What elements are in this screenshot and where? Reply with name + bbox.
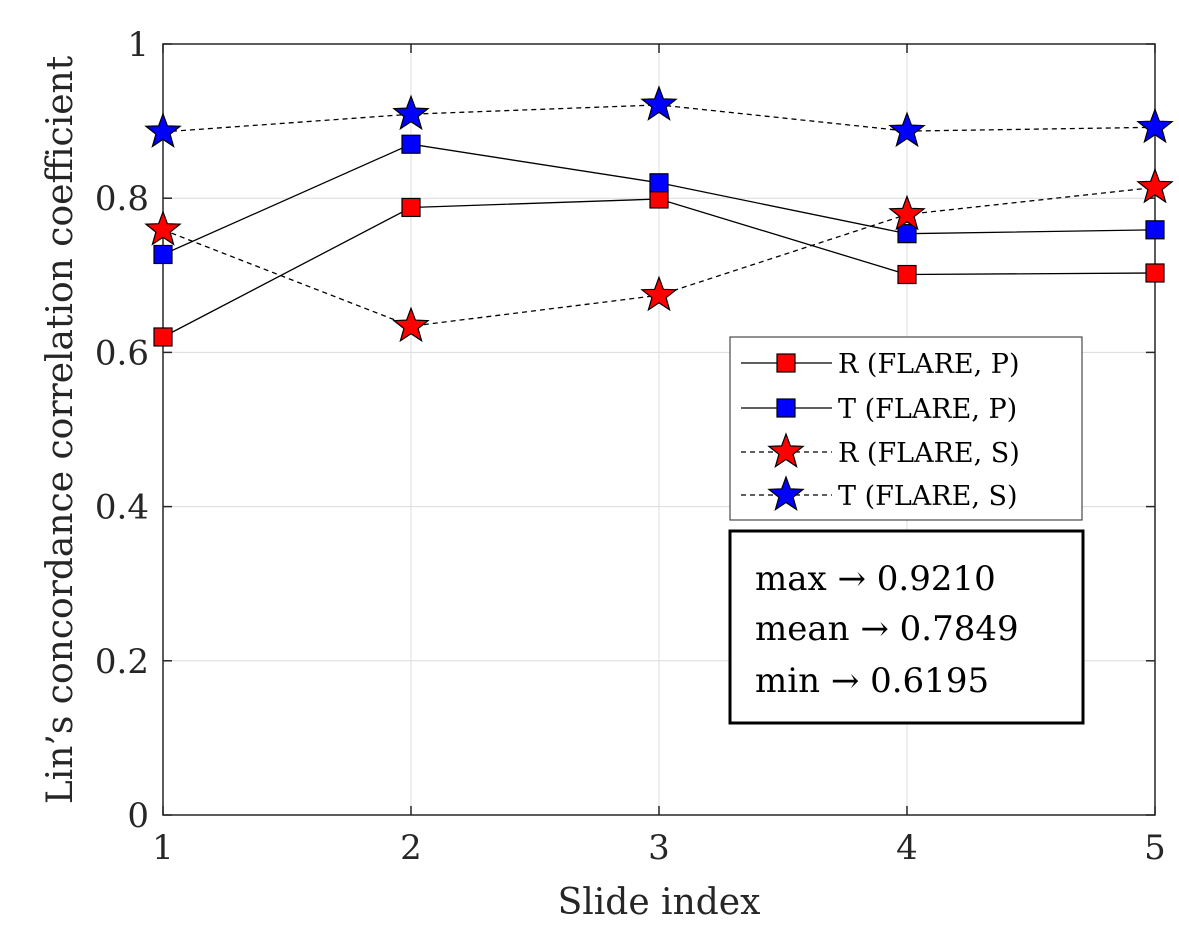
y-axis-label: Lin’s concordance correlation coefficien…	[40, 55, 81, 804]
legend-label: T (FLARE, S)	[838, 481, 1018, 512]
legend-label: R (FLARE, P)	[838, 349, 1020, 380]
data-point	[649, 189, 669, 209]
y-tick-label: 0.2	[95, 642, 149, 682]
stats-box	[728, 529, 1085, 725]
axis-ticks: 1 2 3 4 5 0 0.2 0.4 0.6 0.8 1	[95, 25, 1166, 868]
legend-item: T (FLARE, S)	[741, 475, 1018, 512]
data-point	[144, 112, 182, 148]
series	[144, 85, 1174, 347]
data-point	[897, 264, 917, 285]
data-point	[1136, 167, 1174, 204]
series-markers-3	[144, 85, 1174, 148]
legend-marker	[776, 353, 796, 373]
legend-label: T (FLARE, P)	[838, 394, 1017, 425]
data-point	[153, 244, 173, 265]
data-point	[401, 197, 421, 218]
y-tick-label: 0.8	[95, 179, 149, 219]
legend-item: R (FLARE, P)	[741, 349, 1020, 380]
data-point	[392, 94, 430, 131]
series-markers-2	[144, 167, 1174, 343]
data-point	[897, 224, 917, 244]
data-point	[640, 275, 678, 312]
x-tick-label: 2	[400, 828, 422, 868]
data-point	[649, 173, 669, 193]
x-tick-label: 1	[152, 828, 174, 868]
y-tick-label: 1	[127, 25, 149, 65]
series-markers-1	[153, 134, 1165, 265]
data-point	[153, 327, 173, 347]
stats-min: min → 0.6195	[755, 661, 989, 701]
data-point	[1145, 220, 1165, 240]
stats-annotation: max → 0.9210 mean → 0.7849 min → 0.6195	[728, 529, 1085, 725]
data-point	[392, 306, 430, 343]
legend-label: R (FLARE, S)	[838, 438, 1020, 469]
data-point	[1145, 263, 1165, 283]
data-point	[640, 85, 678, 121]
y-tick-label: 0.6	[95, 333, 149, 373]
x-axis-label: Slide index	[558, 882, 761, 923]
y-tick-label: 0	[127, 796, 149, 836]
legend: R (FLARE, P) T (FLARE, P) R (FLARE, S) T (F…	[729, 336, 1083, 521]
data-point	[888, 194, 926, 231]
legend-marker	[776, 398, 796, 418]
stats-max: max → 0.9210	[755, 559, 996, 599]
y-tick-label: 0.4	[95, 488, 149, 528]
x-tick-label: 5	[1144, 828, 1166, 868]
series-markers-0	[153, 189, 1165, 347]
data-point	[144, 210, 182, 246]
legend-item: R (FLARE, S)	[741, 432, 1020, 469]
stats-mean: mean → 0.7849	[755, 609, 1019, 649]
x-tick-label: 3	[648, 828, 670, 868]
legend-marker	[767, 432, 805, 469]
data-point	[1136, 107, 1174, 144]
legend-item: T (FLARE, P)	[741, 394, 1017, 425]
data-point	[401, 134, 421, 154]
x-tick-label: 4	[896, 828, 918, 868]
legend-marker	[767, 475, 805, 512]
data-point	[888, 111, 926, 148]
